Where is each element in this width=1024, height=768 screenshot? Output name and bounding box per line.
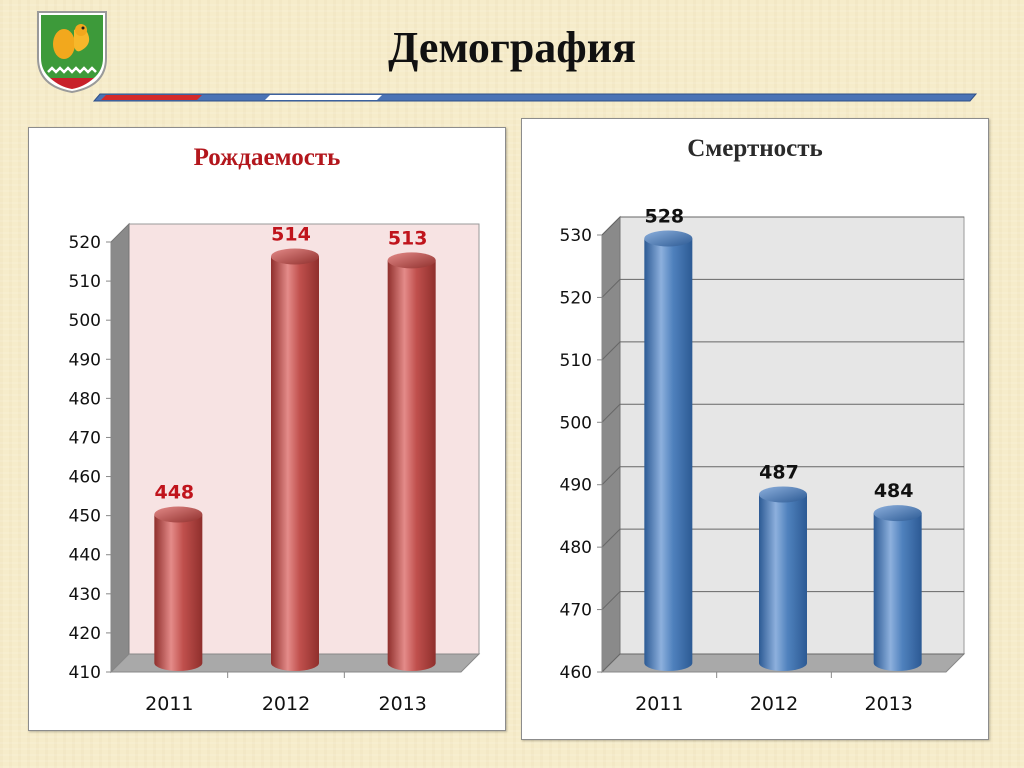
category-label-2011: 2011 [145,693,193,715]
chart-side-wall [110,222,130,674]
mortality-chart-title: Смертность [687,135,823,162]
value-label-2012: 487 [759,461,799,483]
bar-2013 [873,513,922,671]
gridline [601,216,964,236]
y-tick-label: 410 [69,663,101,683]
value-label-2011: 528 [644,205,684,227]
gridline [601,653,964,673]
y-tick-label: 510 [69,272,101,292]
y-tick-label: 520 [69,233,101,253]
y-tick-label: 510 [560,351,592,371]
y-tick-label: 470 [560,601,592,621]
value-label-2013: 484 [874,480,914,502]
birth-rate-panel: Рождаемость 410 420 430 440 450 460 470 480 490 5… [28,127,506,731]
y-tick-label: 490 [69,350,101,370]
bar-top-2011 [644,230,693,247]
y-tick-label: 440 [69,546,101,566]
bar-2012 [759,494,807,671]
category-label-2013: 2013 [378,693,426,715]
bar-top-2013 [873,505,922,522]
gridline [601,341,964,361]
gridline [601,403,964,423]
y-tick-label: 530 [560,226,592,246]
category-label-2012: 2012 [750,693,798,715]
gridline [601,278,964,298]
y-tick-label: 520 [560,288,592,308]
bar-2011 [154,514,203,671]
y-tick-label: 480 [560,538,592,558]
value-label-2011: 448 [154,481,194,503]
bar-2012 [271,256,319,671]
birth-rate-chart-title: Рождаемость [193,144,341,171]
gridline [601,591,964,610]
value-label-2012: 514 [271,223,311,245]
value-label-2013: 513 [388,227,428,249]
chart-side-wall [601,215,621,674]
mortality-chart: 460 470 480 490 500 510 520 530 528 2011 487 2012 48… [560,205,966,715]
y-tick-label: 470 [69,428,101,448]
y-tick-label: 460 [69,468,101,488]
bar-top-2012 [271,248,319,265]
category-label-2011: 2011 [635,693,683,715]
y-tick-label: 460 [560,663,592,683]
category-label-2013: 2013 [864,693,912,715]
y-tick-label: 430 [69,585,101,605]
coat-of-arms-squirrel-icon [37,11,107,94]
gridline [601,466,964,486]
page-title: Демография [388,23,636,72]
bar-top-2011 [154,506,203,523]
bar-2011 [644,238,693,671]
bar-top-2013 [387,252,436,269]
title-divider [92,93,978,102]
y-tick-label: 420 [69,624,101,644]
bar-top-2012 [759,486,807,503]
y-tick-label: 490 [560,476,592,496]
y-tick-label: 500 [69,311,101,331]
mortality-panel: Смертность 460 470 480 490 500 510 520 530 528 20… [521,118,989,740]
y-tick-label: 480 [69,389,101,409]
gridline [601,528,964,548]
category-label-2012: 2012 [262,693,310,715]
birth-rate-chart: 410 420 430 440 450 460 470 480 490 500 510 520 448 2… [69,222,481,715]
y-tick-label: 450 [69,507,101,527]
bar-2013 [387,260,436,671]
y-tick-label: 500 [560,413,592,433]
